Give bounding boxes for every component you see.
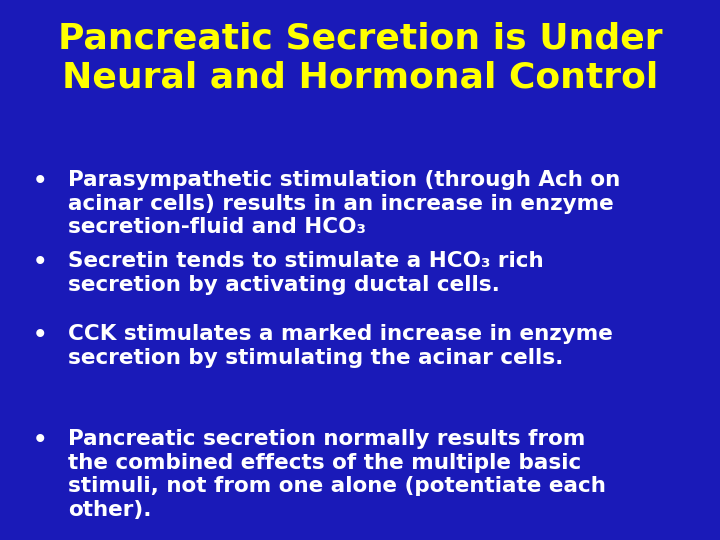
Text: Secretin tends to stimulate a HCO₃ rich
secretion by activating ductal cells.: Secretin tends to stimulate a HCO₃ rich … (68, 251, 544, 295)
Text: Parasympathetic stimulation (through Ach on
acinar cells) results in an increase: Parasympathetic stimulation (through Ach… (68, 170, 621, 237)
Text: •: • (32, 324, 47, 347)
Text: CCK stimulates a marked increase in enzyme
secretion by stimulating the acinar c: CCK stimulates a marked increase in enzy… (68, 324, 613, 368)
Text: •: • (32, 170, 47, 193)
Text: Pancreatic Secretion is Under
Neural and Hormonal Control: Pancreatic Secretion is Under Neural and… (58, 22, 662, 94)
Text: •: • (32, 429, 47, 453)
Text: Pancreatic secretion normally results from
the combined effects of the multiple : Pancreatic secretion normally results fr… (68, 429, 606, 520)
Text: •: • (32, 251, 47, 274)
